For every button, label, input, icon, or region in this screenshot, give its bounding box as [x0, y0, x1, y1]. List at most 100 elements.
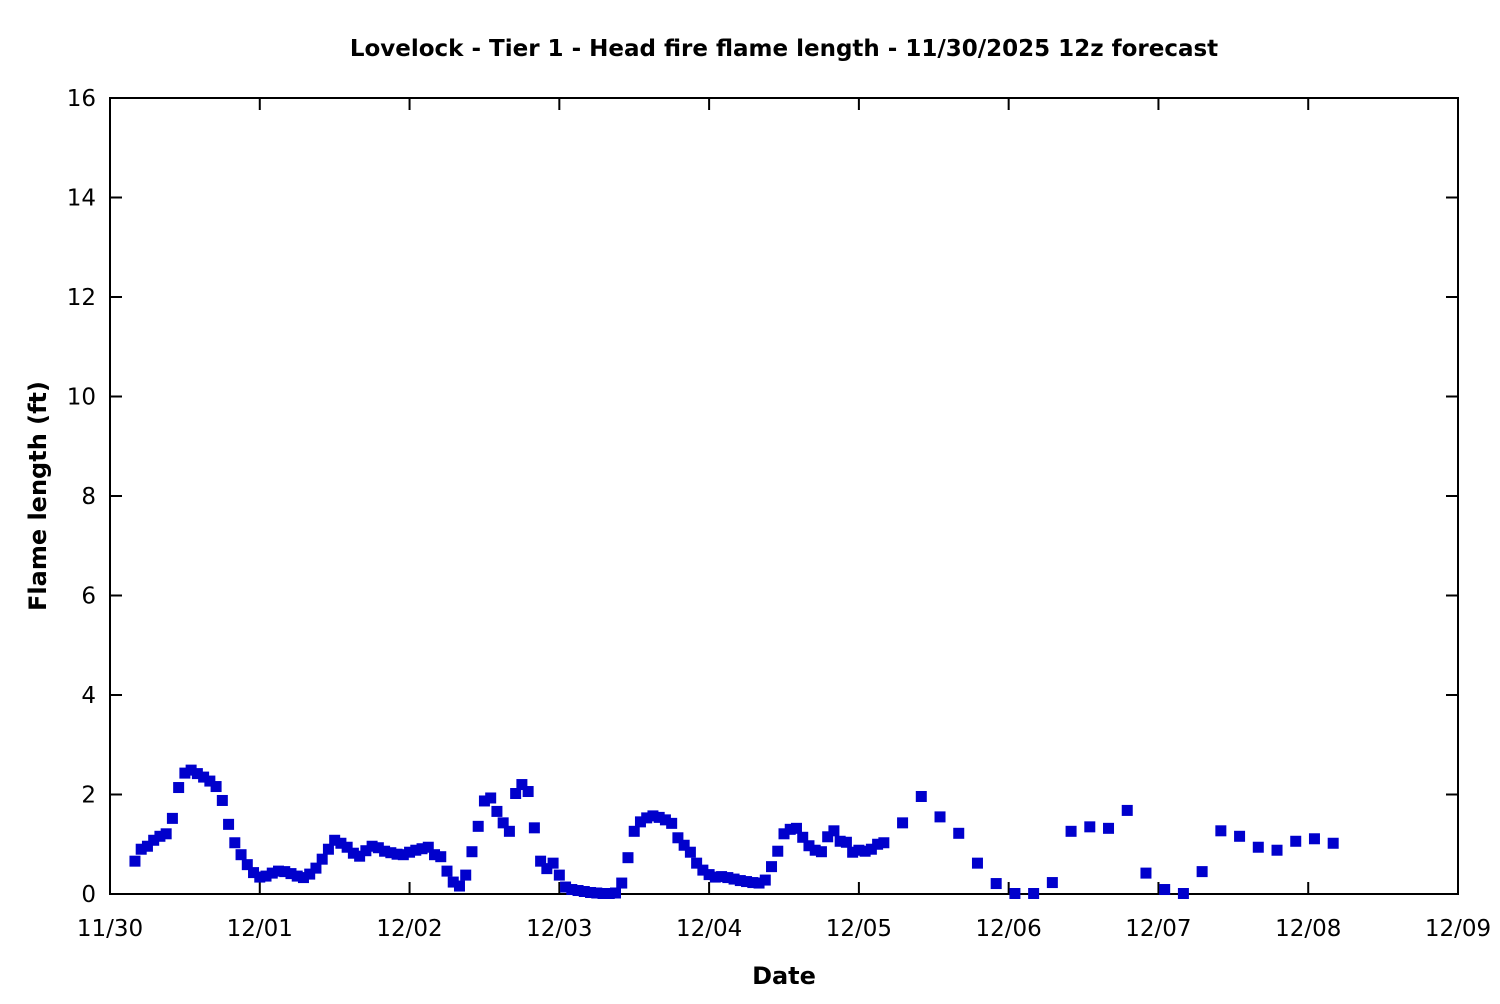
data-point [872, 838, 884, 850]
data-point [223, 818, 235, 830]
data-point [372, 842, 384, 854]
data-point [784, 823, 796, 835]
data-point [173, 782, 185, 794]
x-tick-label: 12/04 [676, 916, 742, 942]
data-point [541, 863, 553, 875]
plot-border [109, 97, 1459, 895]
data-point [603, 888, 615, 900]
data-point [859, 845, 871, 857]
data-point [1308, 833, 1320, 845]
data-point [897, 817, 909, 829]
y-tick-label: 8 [81, 484, 96, 510]
data-point [497, 817, 509, 829]
y-tick-label: 6 [81, 584, 96, 610]
chart-title: Lovelock - Tier 1 - Head fire flame leng… [349, 36, 1219, 62]
data-point [616, 877, 628, 889]
data-point [254, 871, 266, 883]
data-point [435, 851, 447, 863]
x-tick-label: 12/07 [1125, 916, 1191, 942]
data-point [185, 764, 197, 776]
data-point [135, 843, 147, 855]
data-point [229, 837, 241, 849]
data-point [1028, 888, 1040, 900]
data-point [248, 867, 260, 879]
data-point [1121, 804, 1133, 816]
data-point [716, 871, 728, 883]
data-point [441, 865, 453, 877]
data-point [1009, 888, 1021, 900]
data-point [709, 871, 721, 883]
x-tick-label: 12/08 [1275, 916, 1341, 942]
data-point [491, 805, 503, 817]
data-point [641, 812, 653, 824]
data-point [166, 812, 178, 824]
data-point [241, 859, 253, 871]
data-point [404, 846, 416, 858]
data-point [778, 828, 790, 840]
data-point [1252, 841, 1264, 853]
data-point [453, 880, 465, 892]
data-point [422, 841, 434, 853]
data-point [697, 864, 709, 876]
data-point [865, 843, 877, 855]
data-point [410, 844, 422, 856]
data-point [1215, 825, 1227, 837]
data-point [316, 853, 328, 865]
data-point [684, 846, 696, 858]
data-point [953, 827, 965, 839]
data-point [285, 868, 297, 880]
data-point [753, 877, 765, 889]
data-point [397, 849, 409, 861]
data-point [179, 767, 191, 779]
data-point [678, 839, 690, 851]
data-point [1234, 830, 1246, 842]
data-point [847, 846, 859, 858]
data-point [1159, 884, 1171, 896]
data-point [322, 843, 334, 855]
y-tick-label: 0 [81, 882, 96, 908]
data-point [516, 779, 528, 791]
data-point [385, 847, 397, 859]
data-point [803, 840, 815, 852]
data-point [610, 887, 621, 899]
data-point [478, 795, 490, 807]
data-point [585, 887, 597, 899]
x-axis-title: Date [752, 962, 816, 990]
data-point [734, 875, 746, 887]
data-point [934, 811, 946, 823]
data-point [553, 869, 565, 881]
data-point [522, 786, 534, 798]
data-point [634, 816, 646, 828]
y-tick-label: 14 [67, 186, 96, 212]
data-point [347, 847, 359, 859]
data-point [990, 878, 1002, 890]
x-tick-label: 12/06 [976, 916, 1042, 942]
data-point [360, 845, 372, 857]
data-point [485, 792, 497, 804]
data-point [216, 794, 228, 806]
data-point [297, 872, 309, 884]
data-point [822, 831, 834, 843]
x-tick-label: 12/05 [826, 916, 892, 942]
data-point [366, 840, 378, 852]
x-tick-label: 12/02 [376, 916, 442, 942]
y-tick-label: 12 [67, 285, 96, 311]
data-point [304, 868, 316, 880]
data-point [260, 870, 272, 882]
data-point [691, 857, 703, 869]
data-point [834, 835, 846, 847]
data-point [1065, 825, 1077, 837]
data-point [210, 781, 222, 793]
data-point [622, 852, 634, 864]
x-tick-label: 11/30 [77, 916, 143, 942]
data-point [198, 771, 210, 783]
data-point [354, 850, 366, 862]
data-point [416, 843, 428, 855]
data-point [1327, 837, 1339, 849]
data-point [672, 832, 684, 844]
data-point [1046, 877, 1058, 889]
data-point [747, 877, 759, 889]
data-point [460, 869, 472, 881]
data-point [141, 840, 153, 852]
